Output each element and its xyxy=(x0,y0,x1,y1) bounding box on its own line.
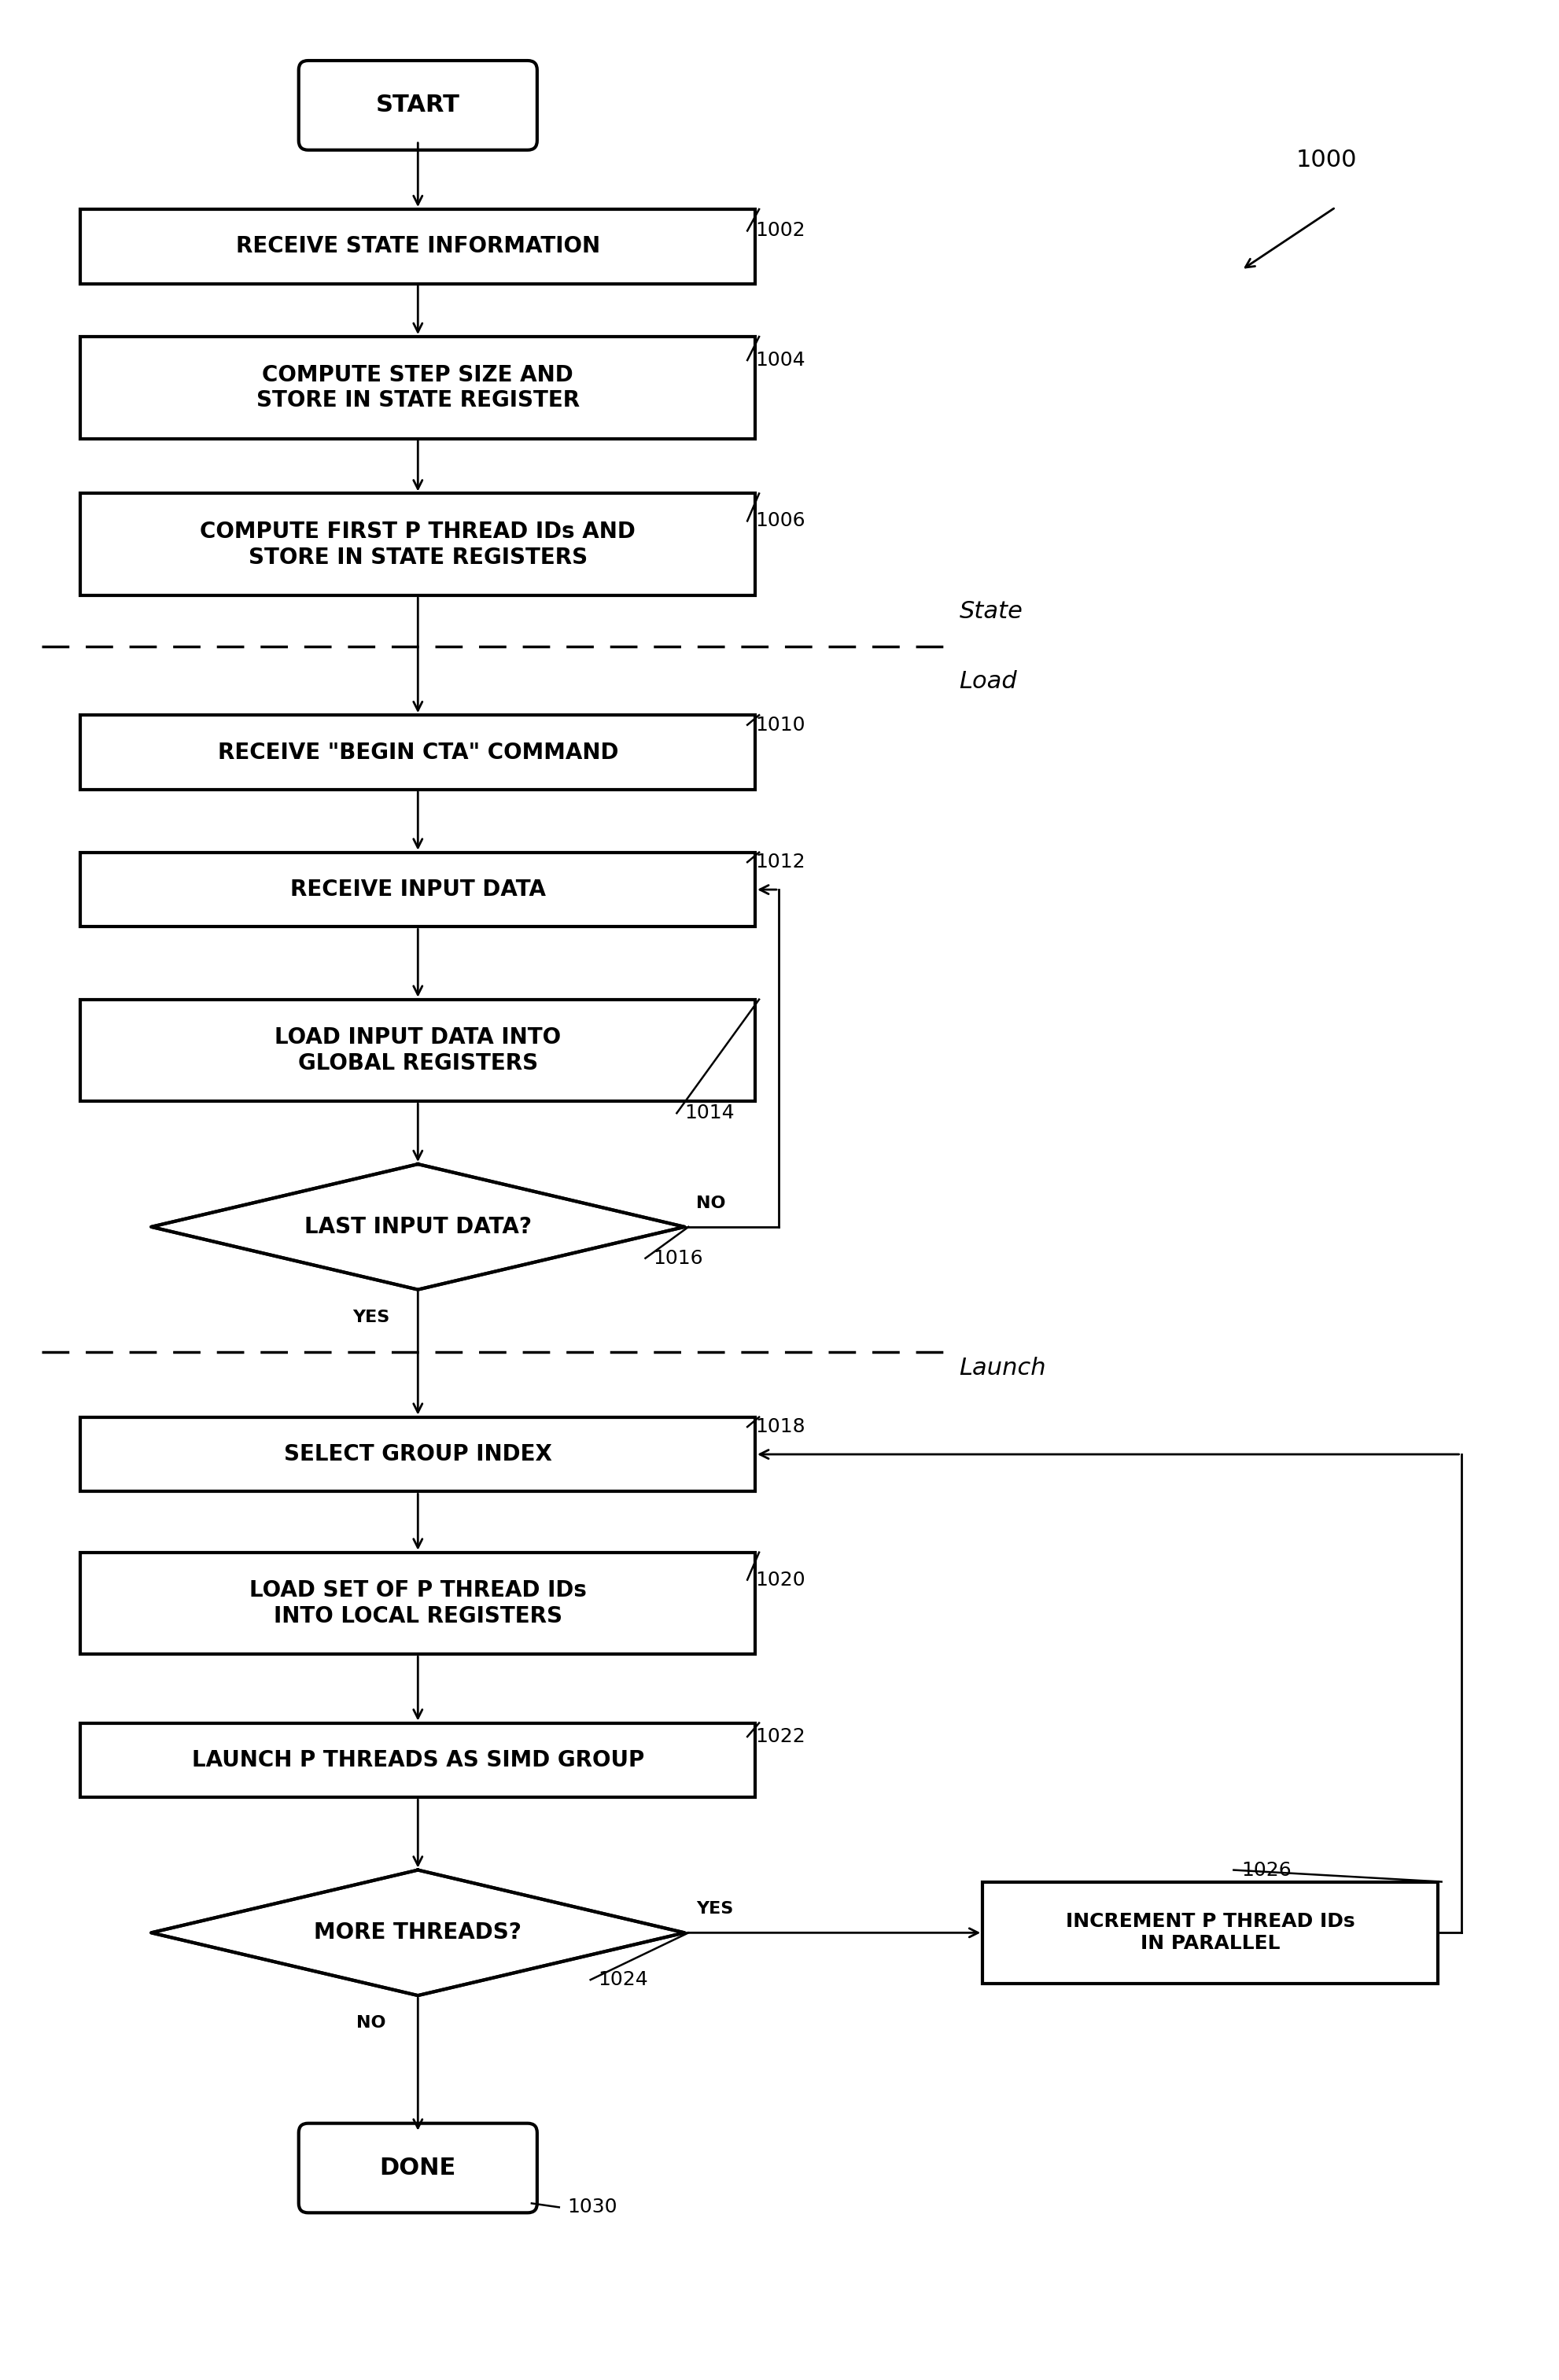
Text: NO: NO xyxy=(355,2016,385,2030)
Polygon shape xyxy=(151,1164,684,1290)
Bar xyxy=(982,1883,1437,1983)
Text: INCREMENT P THREAD IDs
IN PARALLEL: INCREMENT P THREAD IDs IN PARALLEL xyxy=(1065,1914,1355,1954)
Bar xyxy=(81,1416,755,1492)
Bar xyxy=(81,493,755,595)
Text: Launch: Launch xyxy=(959,1357,1046,1380)
Bar xyxy=(81,1000,755,1102)
Text: Load: Load xyxy=(959,671,1016,693)
Text: 1016: 1016 xyxy=(653,1250,703,1269)
Bar xyxy=(81,1552,755,1654)
Text: START: START xyxy=(376,93,460,117)
Text: LOAD SET OF P THREAD IDs
INTO LOCAL REGISTERS: LOAD SET OF P THREAD IDs INTO LOCAL REGI… xyxy=(249,1580,586,1628)
Text: 1006: 1006 xyxy=(755,512,806,531)
Text: SELECT GROUP INDEX: SELECT GROUP INDEX xyxy=(284,1442,552,1466)
Text: 1026: 1026 xyxy=(1241,1861,1292,1880)
Text: LAUNCH P THREADS AS SIMD GROUP: LAUNCH P THREADS AS SIMD GROUP xyxy=(192,1749,644,1771)
Text: RECEIVE "BEGIN CTA" COMMAND: RECEIVE "BEGIN CTA" COMMAND xyxy=(218,740,619,764)
Polygon shape xyxy=(151,1871,684,1994)
FancyBboxPatch shape xyxy=(299,60,538,150)
Text: RECEIVE INPUT DATA: RECEIVE INPUT DATA xyxy=(290,878,546,900)
Text: 1004: 1004 xyxy=(755,350,806,369)
Text: RECEIVE STATE INFORMATION: RECEIVE STATE INFORMATION xyxy=(235,236,600,257)
Text: LAST INPUT DATA?: LAST INPUT DATA? xyxy=(304,1216,532,1238)
Text: COMPUTE STEP SIZE AND
STORE IN STATE REGISTER: COMPUTE STEP SIZE AND STORE IN STATE REG… xyxy=(256,364,580,412)
Text: 1022: 1022 xyxy=(755,1728,806,1747)
Text: 1002: 1002 xyxy=(755,221,806,240)
Text: YES: YES xyxy=(352,1309,390,1326)
Text: 1018: 1018 xyxy=(755,1418,806,1435)
Bar xyxy=(81,714,755,790)
Bar xyxy=(81,336,755,438)
Bar xyxy=(81,209,755,283)
Text: DONE: DONE xyxy=(380,2156,457,2180)
Bar xyxy=(81,852,755,926)
Text: 1010: 1010 xyxy=(755,716,804,735)
Bar xyxy=(81,1723,755,1797)
Text: 1014: 1014 xyxy=(684,1104,734,1123)
Text: 1020: 1020 xyxy=(755,1571,806,1590)
Text: NO: NO xyxy=(697,1195,726,1211)
Text: State: State xyxy=(959,600,1023,624)
Text: MORE THREADS?: MORE THREADS? xyxy=(313,1921,522,1944)
Text: YES: YES xyxy=(697,1902,734,1916)
Text: 1000: 1000 xyxy=(1297,150,1358,171)
Text: 1030: 1030 xyxy=(567,2197,617,2216)
FancyBboxPatch shape xyxy=(299,2123,538,2213)
Text: 1024: 1024 xyxy=(599,1971,649,1990)
Text: 1012: 1012 xyxy=(755,852,806,871)
Text: COMPUTE FIRST P THREAD IDs AND
STORE IN STATE REGISTERS: COMPUTE FIRST P THREAD IDs AND STORE IN … xyxy=(200,521,636,569)
Text: LOAD INPUT DATA INTO
GLOBAL REGISTERS: LOAD INPUT DATA INTO GLOBAL REGISTERS xyxy=(274,1026,561,1073)
